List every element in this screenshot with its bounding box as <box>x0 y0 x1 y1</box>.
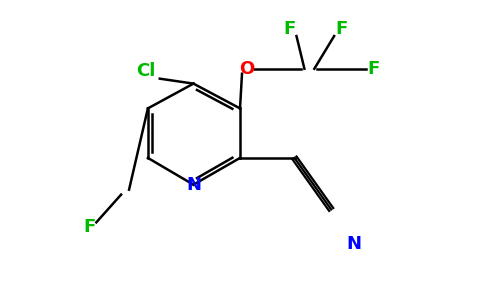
Text: F: F <box>83 218 95 236</box>
Text: Cl: Cl <box>136 62 155 80</box>
Text: F: F <box>368 60 380 78</box>
Text: N: N <box>186 176 201 194</box>
Text: F: F <box>284 20 296 38</box>
Text: N: N <box>347 235 362 253</box>
Text: F: F <box>335 20 347 38</box>
Text: O: O <box>239 60 255 78</box>
